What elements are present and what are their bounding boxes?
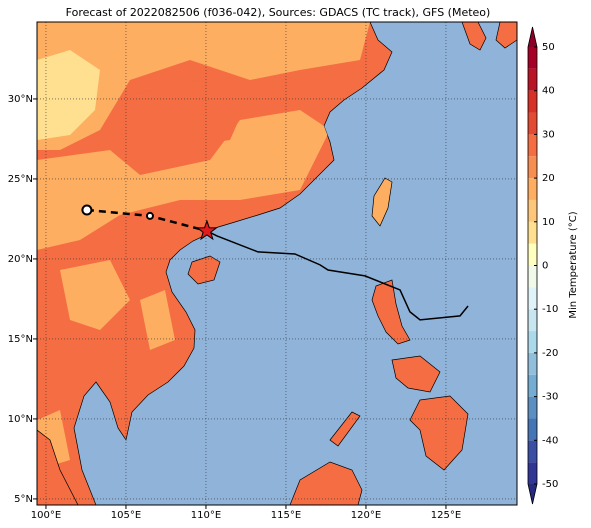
colorbar-band [528, 134, 537, 157]
palawan [329, 411, 361, 447]
map-area [37, 22, 517, 505]
colorbar-band [528, 178, 537, 200]
colorbar-tick-label: -40 [542, 435, 558, 446]
y-tick-label: 10°N [8, 414, 33, 425]
colorbar-band [528, 462, 537, 484]
track-point [145, 211, 154, 220]
colorbar-band [528, 287, 537, 310]
x-tick-label: 105°E [111, 510, 141, 521]
x-tick-label: 110°E [191, 510, 221, 521]
colorbar-under [528, 484, 537, 504]
hainan [187, 255, 221, 285]
colorbar-tick-label: 30 [542, 129, 555, 140]
colorbar-tick-label: -50 [542, 479, 558, 490]
graticule [37, 22, 517, 505]
colorbar-band [528, 156, 537, 179]
tc-track [81, 204, 469, 321]
colorbar-band [528, 374, 537, 397]
x-tick-label: 120°E [351, 510, 381, 521]
colorbar-band [528, 90, 537, 113]
axes: 100°E 105°E 110°E 115°E 120°E 125°E 5°N 10°N 15°… [8, 94, 461, 521]
colorbar-band [528, 221, 537, 244]
taiwan [371, 177, 393, 227]
y-tick-label: 30°N [8, 94, 33, 105]
colorbar-over [528, 27, 537, 47]
map-frame [36, 21, 518, 506]
colorbar-tick-label: 20 [542, 173, 555, 184]
y-tick-label: 15°N [8, 334, 33, 345]
colorbar-band [528, 352, 537, 375]
track-line [206, 230, 469, 321]
japan [495, 22, 517, 49]
colorbar-tick-label: -10 [542, 304, 558, 315]
colorbar-band [528, 47, 537, 69]
mindanao [409, 395, 469, 471]
sumatra [37, 429, 79, 505]
colorbar-band [528, 309, 537, 332]
x-tick-label: 100°E [31, 510, 61, 521]
map-title: Forecast of 2022082506 (f036-042), Sourc… [66, 6, 491, 19]
storm-position [195, 219, 218, 241]
colorbar-band [528, 199, 537, 222]
track-point [81, 204, 93, 216]
colorbar-tick-label: 10 [542, 217, 555, 228]
colorbar-band [528, 112, 537, 135]
colorbar-tick-label: 0 [542, 261, 548, 272]
y-tick-label: 5°N [14, 494, 33, 505]
x-tick-label: 115°E [271, 510, 301, 521]
colorbar-tick-label: 40 [542, 86, 555, 97]
colorbar-label: Min Temperature (°C) [568, 211, 579, 318]
colorbar-tick-label: 50 [542, 42, 555, 53]
colorbar-tick-label: -20 [542, 348, 558, 359]
y-tick-label: 20°N [8, 254, 33, 265]
y-tick-label: 25°N [8, 174, 33, 185]
colorbar: -50 -40 -30 -20 -10 0 10 20 30 40 50 [527, 26, 558, 505]
colorbar-band [528, 331, 537, 353]
x-tick-label: 125°E [431, 510, 461, 521]
colorbar-band [528, 418, 537, 441]
colorbar-band [528, 440, 537, 463]
borneo [289, 461, 363, 505]
colorbar-band [528, 265, 537, 288]
colorbar-band [528, 243, 537, 266]
luzon [371, 279, 411, 345]
visayas [391, 355, 441, 393]
temperature-patches [37, 22, 370, 470]
colorbar-band [528, 396, 537, 419]
colorbar-band [528, 68, 537, 91]
korea [461, 22, 487, 51]
colorbar-tick-label: -30 [542, 392, 558, 403]
